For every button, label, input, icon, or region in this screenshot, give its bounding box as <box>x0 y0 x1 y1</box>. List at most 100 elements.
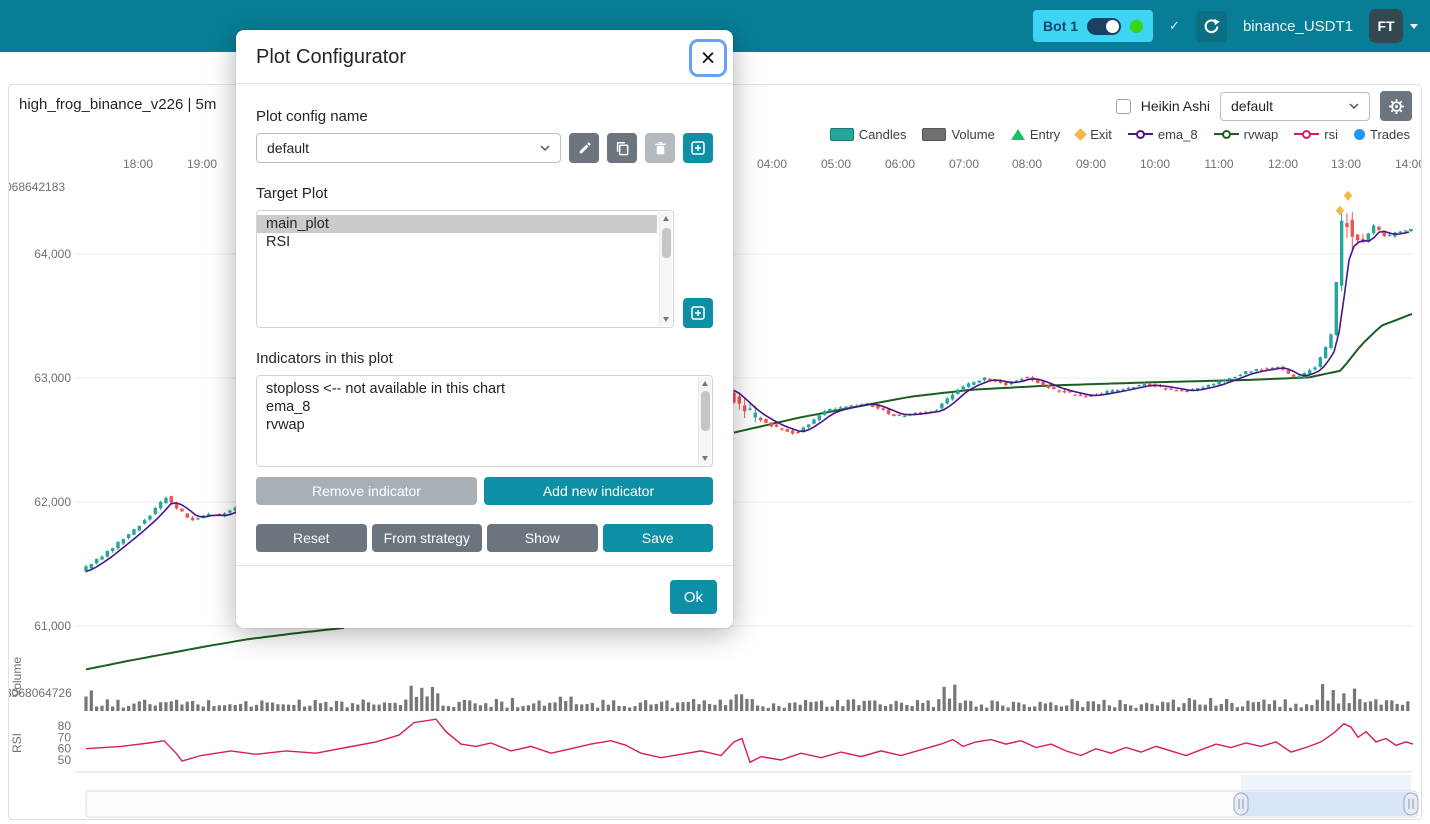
svg-text:70: 70 <box>58 730 72 744</box>
indicators-label: Indicators in this plot <box>256 350 393 367</box>
list-item[interactable]: RSI <box>266 234 291 250</box>
chart-title: high_frog_binance_v226 | 5m <box>19 96 217 113</box>
svg-text:11:00: 11:00 <box>1204 157 1233 171</box>
svg-text:07:00: 07:00 <box>949 157 979 171</box>
indicators-list[interactable]: stoploss <-- not available in this chart… <box>256 375 713 467</box>
legend-item-ema_8[interactable]: ema_8 <box>1127 127 1198 142</box>
delete-config-button[interactable] <box>645 133 675 163</box>
bot-name-label: Bot 1 <box>1043 18 1079 34</box>
chart-toolbar: Heikin Ashi default <box>1115 91 1412 121</box>
user-menu[interactable]: FT <box>1369 9 1418 43</box>
svg-text:61,000: 61,000 <box>34 619 71 633</box>
dialog-title: Plot Configurator <box>256 46 407 68</box>
ok-button[interactable]: Ok <box>669 580 717 614</box>
exit-swatch-icon <box>1074 127 1088 141</box>
legend-item-entry[interactable]: Entry <box>1010 127 1060 142</box>
close-button[interactable]: × <box>689 39 727 77</box>
svg-text:06:00: 06:00 <box>885 157 915 171</box>
chart-canvas[interactable]: 64,000 63,000 62,000 61,000 068642183 3068064… <box>9 85 1421 819</box>
save-button[interactable]: Save <box>602 524 713 552</box>
navbar-right-cluster: Bot 1 ✓ binance_USDT1 FT <box>1033 0 1418 52</box>
add-config-button[interactable] <box>683 133 713 163</box>
list-item[interactable]: rvwap <box>266 417 305 433</box>
from-strategy-button[interactable]: From strategy <box>371 524 482 552</box>
svg-text:64,000: 64,000 <box>34 247 71 261</box>
dialog-body: Plot config name default <box>236 84 733 565</box>
legend-label: rsi <box>1324 126 1339 142</box>
list-item[interactable]: ema_8 <box>266 399 311 415</box>
trades-swatch-icon <box>1354 128 1366 140</box>
volume-swatch-icon <box>922 127 947 141</box>
scrollbar-thumb[interactable] <box>701 391 710 431</box>
candles <box>84 495 237 573</box>
legend-item-candles[interactable]: Candles <box>829 126 907 142</box>
datazoom-handle[interactable] <box>1403 792 1419 816</box>
ema_8-swatch-icon <box>1127 128 1153 141</box>
reset-button[interactable]: Reset <box>256 524 367 552</box>
scroll-up-icon[interactable] <box>702 381 708 386</box>
show-button[interactable]: Show <box>487 524 598 552</box>
scrollbar-thumb[interactable] <box>662 228 671 258</box>
x-axis-labels: 18:00 19:00 04:00 05:00 06:00 07:00 08:00 09:00… <box>123 157 1421 171</box>
legend-label: Candles <box>858 126 907 142</box>
toggle-knob <box>1106 19 1120 33</box>
rsi-line <box>85 718 1414 764</box>
legend-item-exit[interactable]: Exit <box>1074 126 1112 142</box>
plot-config-dropdown-value: default <box>1231 98 1274 114</box>
duplicate-config-button[interactable] <box>607 133 637 163</box>
pair-label: binance_USDT1 <box>1242 17 1353 35</box>
remove-indicator-button[interactable]: Remove indicator <box>256 477 477 505</box>
svg-text:068642183: 068642183 <box>9 180 65 194</box>
legend-item-volume[interactable]: Volume <box>922 126 995 142</box>
add-indicator-button[interactable]: Add new indicator <box>484 477 713 505</box>
reload-button[interactable] <box>1195 10 1227 42</box>
legend-label: Exit <box>1090 126 1112 142</box>
plot-config-dropdown[interactable]: default <box>1220 91 1370 121</box>
config-name-select[interactable]: default <box>256 133 561 163</box>
legend-item-trades[interactable]: Trades <box>1354 127 1410 142</box>
edit-config-button[interactable] <box>569 133 599 163</box>
chevron-down-icon <box>540 145 550 151</box>
heikin-ashi-checkbox[interactable] <box>1115 98 1131 114</box>
ema-8-line <box>85 502 237 573</box>
legend-label: Volume <box>951 126 995 142</box>
chart-legend: Candles Volume Entry Exit ema_8 rvwap rsi Trade… <box>829 125 1410 143</box>
caret-down-icon <box>1410 23 1418 29</box>
entry-swatch-icon <box>1010 128 1025 140</box>
legend-item-rsi[interactable]: rsi <box>1294 127 1338 142</box>
bot-selector-button[interactable]: Bot 1 <box>1033 10 1154 42</box>
plot-settings-button[interactable] <box>1380 91 1412 121</box>
exit-marker-icon <box>1343 190 1353 201</box>
candles-swatch-icon <box>829 127 854 141</box>
svg-text:19:00: 19:00 <box>187 157 217 171</box>
svg-text:3068064726: 3068064726 <box>9 686 72 700</box>
bot-online-dot <box>1130 19 1144 33</box>
svg-text:50: 50 <box>58 753 72 767</box>
rsi-swatch-icon <box>1294 128 1320 141</box>
volume-bars <box>84 684 1410 711</box>
target-plot-label: Target Plot <box>256 185 328 202</box>
datazoom-handle[interactable] <box>1233 792 1249 816</box>
add-plot-button[interactable] <box>683 298 713 328</box>
legend-item-rvwap[interactable]: rvwap <box>1213 127 1278 142</box>
candles <box>732 208 1413 435</box>
scroll-up-icon[interactable] <box>663 216 669 221</box>
ema-8-line <box>733 230 1410 433</box>
svg-text:62,000: 62,000 <box>34 495 71 509</box>
scroll-down-icon[interactable] <box>702 456 708 461</box>
list-item[interactable]: main_plot <box>257 215 657 233</box>
heikin-ashi-label: Heikin Ashi <box>1140 98 1210 114</box>
chevron-down-icon <box>1349 103 1359 109</box>
datazoom-slider[interactable] <box>85 775 1419 818</box>
bot-toggle[interactable] <box>1087 17 1122 35</box>
scroll-down-icon[interactable] <box>663 317 669 322</box>
target-plot-list[interactable]: main_plot RSI <box>256 210 674 328</box>
plot-configurator-dialog: Plot Configurator × Plot config name def… <box>236 30 733 628</box>
scrollbar[interactable] <box>659 212 672 326</box>
check-icon: ✓ <box>1169 18 1180 33</box>
svg-text:10:00: 10:00 <box>1140 157 1170 171</box>
scrollbar[interactable] <box>698 377 711 465</box>
dialog-header: Plot Configurator × <box>236 30 733 84</box>
list-item[interactable]: stoploss <-- not available in this chart <box>266 381 505 397</box>
